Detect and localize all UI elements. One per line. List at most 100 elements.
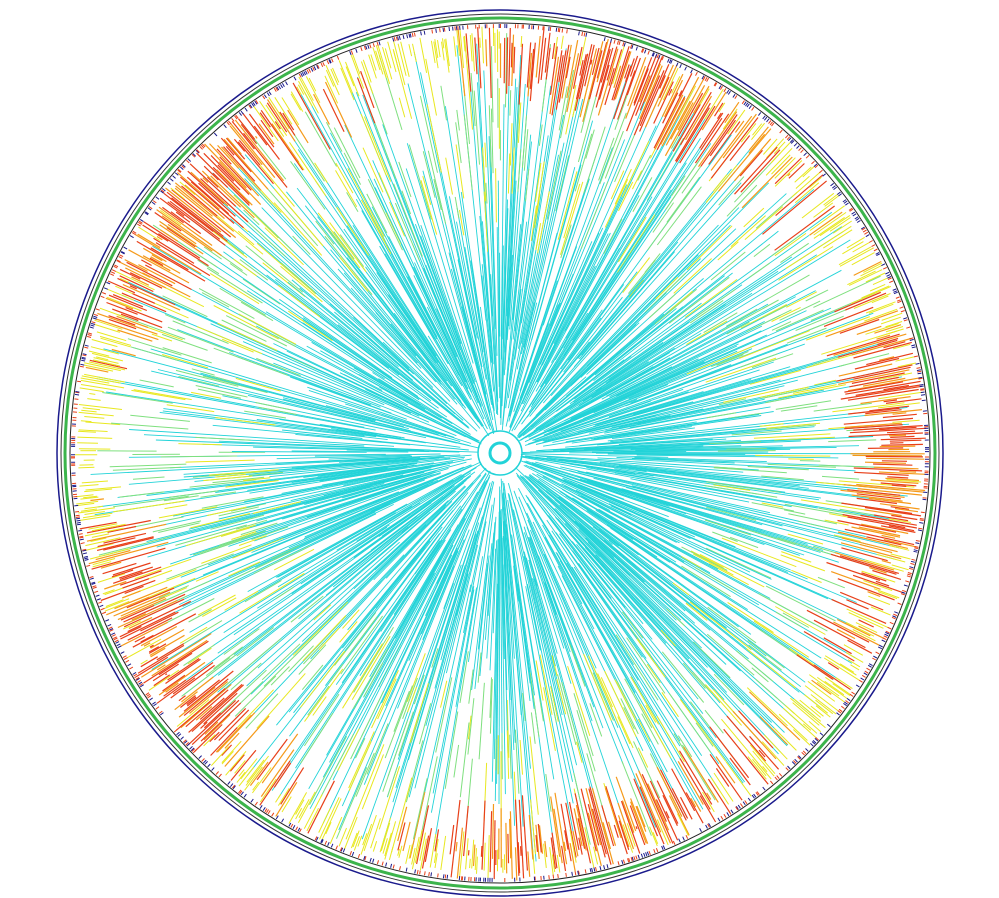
ray-segment — [362, 59, 372, 83]
ray-segment — [410, 718, 420, 743]
ray-segment — [743, 207, 765, 228]
ray-segment — [357, 835, 363, 847]
ray-segment — [478, 682, 485, 760]
ray-segment — [138, 681, 143, 685]
ray-segment — [81, 359, 86, 362]
ray-segment — [274, 121, 281, 130]
ray-segment — [215, 417, 276, 426]
ray-segment — [321, 467, 487, 645]
ray-segment — [235, 114, 239, 119]
ray-segment — [829, 217, 851, 232]
ray-segment — [815, 737, 820, 741]
ray-segment — [203, 152, 241, 191]
ray-segment — [613, 58, 635, 120]
ray-segment — [162, 674, 186, 692]
ray-segment — [209, 731, 220, 743]
ray-segment — [202, 597, 237, 617]
ray-segment — [114, 264, 119, 268]
ray-segment — [826, 333, 900, 357]
ray-segment — [107, 525, 137, 533]
ray-segment — [597, 426, 815, 446]
ray-segment — [132, 230, 137, 234]
ray-segment — [151, 333, 173, 342]
ray-segment — [434, 829, 440, 852]
ray-segment — [363, 565, 455, 785]
ray-segment — [615, 776, 637, 832]
ray-segment — [185, 459, 255, 463]
ray-segment — [129, 429, 395, 447]
ray-segment — [477, 563, 489, 650]
ray-segment — [713, 772, 734, 802]
ray-segment — [879, 503, 920, 510]
ray-segment — [873, 248, 878, 252]
ray-segment — [593, 350, 738, 414]
ray-segment — [290, 93, 302, 111]
ray-segment — [385, 212, 402, 245]
ray-segment — [288, 645, 314, 672]
ray-segment — [167, 326, 234, 353]
ray-segment — [529, 476, 749, 660]
ray-segment — [186, 696, 197, 705]
ray-segment — [290, 356, 316, 370]
ray-segment — [233, 138, 246, 152]
ray-segment — [349, 851, 352, 856]
ray-segment — [839, 591, 884, 611]
ray-segment — [591, 867, 593, 873]
ray-segment — [371, 670, 399, 729]
ray-segment — [726, 321, 750, 335]
ray-segment — [485, 39, 488, 67]
ray-segment — [509, 90, 512, 116]
ray-segment — [715, 756, 736, 784]
ray-segment — [343, 373, 480, 444]
ray-segment — [378, 172, 391, 200]
ray-segment — [745, 102, 749, 107]
ray-segment — [271, 812, 275, 817]
ray-segment — [162, 206, 184, 224]
ray-segment — [160, 190, 164, 194]
ray-segment — [255, 402, 291, 411]
ray-segment — [186, 159, 190, 164]
ray-segment — [884, 633, 889, 637]
ray-segment — [145, 692, 150, 696]
ray-segment — [599, 112, 627, 185]
ray-segment — [364, 856, 367, 861]
ray-segment — [210, 375, 239, 384]
ray-segment — [414, 262, 458, 357]
ray-segment — [100, 337, 131, 348]
ray-segment — [504, 180, 517, 370]
ray-segment — [832, 683, 851, 697]
ray-segment — [560, 134, 732, 370]
ray-segment — [100, 295, 105, 299]
ray-segment — [526, 480, 728, 693]
ray-segment — [839, 555, 899, 574]
ray-segment — [555, 155, 570, 212]
ray-segment — [866, 536, 902, 546]
ray-segment — [579, 523, 778, 699]
ray-segment — [90, 457, 401, 475]
ray-segment — [534, 194, 541, 228]
ray-segment — [80, 542, 85, 545]
ray-segment — [273, 548, 315, 571]
ray-segment — [656, 96, 686, 150]
ray-segment — [465, 33, 472, 92]
ray-segment — [161, 222, 437, 410]
ray-segment — [81, 480, 108, 484]
ray-segment — [630, 857, 633, 862]
ray-segment — [603, 36, 606, 42]
ray-segment — [425, 265, 479, 398]
ray-segment — [852, 574, 904, 594]
ray-segment — [397, 806, 408, 842]
ray-segment — [326, 228, 342, 248]
ray-segment — [138, 220, 143, 224]
ray-segment — [508, 27, 511, 87]
ray-segment — [675, 62, 679, 67]
ray-segment — [256, 470, 437, 522]
ray-segment — [105, 619, 110, 622]
ray-segment — [314, 836, 318, 841]
ray-segment — [325, 533, 440, 686]
ray-segment — [238, 789, 242, 794]
ray-segment — [679, 105, 716, 164]
ray-segment — [432, 586, 475, 794]
ray-segment — [656, 715, 685, 763]
